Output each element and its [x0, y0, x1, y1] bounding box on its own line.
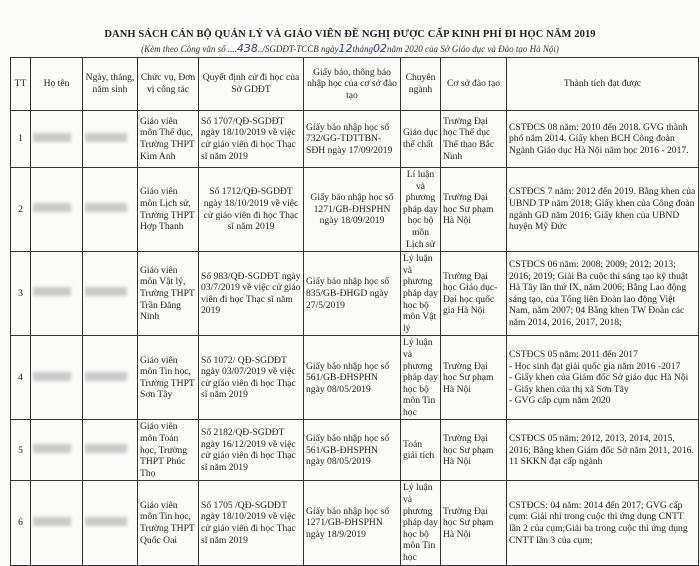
cell-name: [30, 251, 83, 337]
table-row: 5 Giáo viên môn Toán học, Trường THPT Phú…: [10, 419, 699, 482]
cell-achievements: CSTĐCS 7 năm: 2012 đến 2019. Bằng khen c…: [506, 166, 699, 253]
cell-school: Trường Đại học Thể dục Thể thao Bắc Ninh: [440, 110, 507, 168]
column-header: Giấy báo, thông báo nhập học của cơ sở đ…: [303, 57, 401, 111]
cell-notice: Giấy báo nhập học số 835/GB-ĐHGD ngày 27…: [303, 251, 401, 337]
cell-achievements: CSTĐCS 05 năm: 2012, 2013, 2014, 2015, 2…: [506, 419, 699, 482]
cell-achievements: CSTĐCS 05 năm: 2011 đến 2017- Học sinh đ…: [506, 335, 699, 421]
cell-position: Giáo viên môn Tin học, Trường THPT Quốc …: [137, 480, 199, 566]
cell-dob: [82, 419, 138, 482]
cell-tt: 2: [10, 166, 31, 253]
table-header: TT Họ tên Ngày, tháng, năm sinh Chức vụ, Đơ…: [10, 57, 699, 111]
subtitle-text: tháng: [352, 44, 374, 54]
table-row: 1 Giáo viên môn Thể dục, Trường THPT Kim …: [10, 110, 699, 168]
redacted-dob: [85, 444, 127, 454]
cell-school: Trường Đại học Sư phạm Hà Nội: [440, 480, 507, 566]
teacher-list-table: TT Họ tên Ngày, tháng, năm sinh Chức vụ, Đơ…: [10, 57, 699, 566]
cell-notice: Giấy báo nhập học số 1271/GB-ĐHSPHN ngày…: [303, 166, 401, 253]
table-row: 2 Giáo viên môn Lịch sử, Trường THPT Hợp …: [10, 166, 699, 253]
cell-achievements: CSTĐCS 06 năm: 2008; 2009; 2012; 2013; 2…: [506, 251, 699, 337]
cell-name: [30, 480, 83, 566]
redacted-dob: [85, 132, 127, 142]
achievement-line: - GVG cấp cụm năm 2020: [509, 395, 611, 407]
column-header: Cơ sở đào tạo: [440, 57, 507, 111]
cell-name: [30, 335, 83, 421]
cell-school: Trường Đại học Giáo dục- Đại học quốc gi…: [440, 251, 507, 337]
cell-tt: 1: [10, 110, 31, 168]
cell-name: [30, 166, 83, 253]
cell-tt: 3: [10, 251, 31, 337]
cell-dob: [82, 335, 138, 421]
column-header: TT: [10, 57, 31, 111]
column-header: Quyết định cử đi học của Sở GDĐT: [198, 57, 304, 111]
cell-name: [30, 419, 83, 482]
document-subtitle: (Kèm theo Công văn số ....438../SGDĐT-TC…: [0, 42, 700, 55]
redacted-dob: [85, 516, 127, 526]
cell-position: Giáo viên môn Thể dục, Trường THPT Kim A…: [137, 110, 199, 168]
redacted-dob: [85, 203, 127, 213]
cell-decision: Số 1705 /QĐ-SGDĐT ngày 18/10/2019 về việ…: [198, 480, 304, 566]
redacted-name: [33, 444, 71, 454]
cell-dob: [82, 480, 138, 566]
redacted-dob: [85, 287, 127, 297]
subtitle-text: ../SGDĐT-TCCB ngày: [257, 44, 339, 54]
cell-dob: [82, 251, 138, 337]
redacted-name: [33, 516, 71, 526]
cell-major: Lý luận và phương pháp dạy học bộ môn Ti…: [400, 480, 441, 566]
handwritten-number: 438: [236, 42, 258, 55]
cell-school: Trường Đại học Sư phạm Hà Nội: [440, 335, 507, 421]
handwritten-month: 02: [373, 42, 388, 55]
cell-decision: Số 983/QĐ-SGDĐT ngày 03/7/2019 về việc c…: [198, 251, 304, 337]
redacted-name: [33, 371, 71, 381]
cell-decision: Số 1707/QĐ-SGDĐT ngày 18/10/2019 về việc…: [198, 110, 304, 168]
cell-decision: Số 2182/QĐ-SGDĐT ngày 16/12/2019 về việc…: [198, 419, 304, 482]
cell-decision: Số 1712/QĐ-SGDĐT ngày 18/10/2019 về việc…: [198, 166, 304, 253]
cell-major: Lý luận và phương pháp dạy học bộ môn Ti…: [400, 335, 441, 421]
table-row: 6 Giáo viên môn Tin học, Trường THPT Quốc…: [10, 480, 699, 566]
table-row: 4 Giáo viên môn Tin học, Trường THPT Sơn …: [10, 335, 699, 421]
column-header: Ngày, tháng, năm sinh: [82, 57, 138, 111]
cell-major: Toán giải tích: [400, 419, 441, 482]
achievement-line: - Học sinh đạt giải quốc gia năm 2016 -2…: [509, 360, 681, 372]
achievement-line: - Giấy khen của thị xã Sơn Tây: [509, 383, 629, 395]
column-header: Chức vụ, Đơn vị công tác: [137, 57, 199, 111]
redacted-name: [33, 287, 71, 297]
column-header: Họ tên: [30, 57, 83, 111]
achievement-line: CSTĐCS 05 năm: 2011 đến 2017: [509, 348, 638, 360]
column-header: Thành tích đạt được: [506, 57, 699, 111]
cell-school: Trường Đại học Sư phạm Hà Nội: [440, 419, 507, 482]
table-row: 3 Giáo viên môn Vật lý, Trường THPT Trần …: [10, 251, 699, 337]
document-title: DANH SÁCH CÁN BỘ QUẢN LÝ VÀ GIÁO VIÊN ĐỀ…: [104, 29, 596, 40]
cell-tt: 6: [10, 480, 31, 566]
cell-achievements: CSTĐCS: 04 năm: 2014 đến 2017; GVG cấp c…: [506, 480, 699, 566]
subtitle-prefix: (Kèm theo Công văn số ....: [141, 44, 237, 54]
cell-notice: Giấy báo nhập học số 732/GG-TDTTBN-SĐH n…: [303, 110, 401, 168]
cell-position: Giáo viên môn Lịch sử, Trường THPT Hợp T…: [137, 166, 199, 253]
redacted-dob: [85, 371, 127, 381]
cell-notice: Giấy báo nhập học số 561/GB-ĐHSPHN ngày …: [303, 335, 401, 421]
cell-position: Giáo viên môn Toán học, Trường THPT Phúc…: [137, 419, 199, 482]
redacted-name: [33, 203, 71, 213]
cell-dob: [82, 110, 138, 168]
subtitle-suffix: năm 2020 của Sở Giáo dục và Đào tạo Hà N…: [387, 44, 559, 54]
cell-major: Giáo dục thể chất: [400, 110, 441, 168]
handwritten-day: 12: [338, 42, 353, 55]
column-header: Chuyên ngành: [400, 57, 441, 111]
cell-achievements: CSTĐCS 08 năm: 2010 đến 2018. GVG thành …: [506, 110, 699, 168]
cell-school: Trường Đại học Sư phạm Hà Nội: [440, 166, 507, 253]
cell-notice: Giấy báo nhập học số 1271/GB-ĐHSPHN ngày…: [303, 480, 401, 566]
cell-notice: Giấy báo nhập học số 561/GB-ĐHSPHN ngày …: [303, 419, 401, 482]
cell-major: Lí luận và phương pháp dạy học bộ môn Lị…: [400, 166, 441, 253]
cell-decision: Số 1072/ QĐ-SGDĐT ngày 03/07/2019 về việ…: [198, 335, 304, 421]
cell-tt: 5: [10, 419, 31, 482]
redacted-name: [33, 132, 71, 142]
cell-dob: [82, 166, 138, 253]
cell-major: Lý luận và phương pháp dạy học bộ môn Vậ…: [400, 251, 441, 337]
cell-tt: 4: [10, 335, 31, 421]
cell-position: Giáo viên môn Vật lý, Trường THPT Trần Đ…: [137, 251, 199, 337]
cell-position: Giáo viên môn Tin học, Trường THPT Sơn T…: [137, 335, 199, 421]
achievement-line: - Giấy khen của Giám đốc Sở giáo dục Hà …: [509, 372, 689, 384]
cell-name: [30, 110, 83, 168]
